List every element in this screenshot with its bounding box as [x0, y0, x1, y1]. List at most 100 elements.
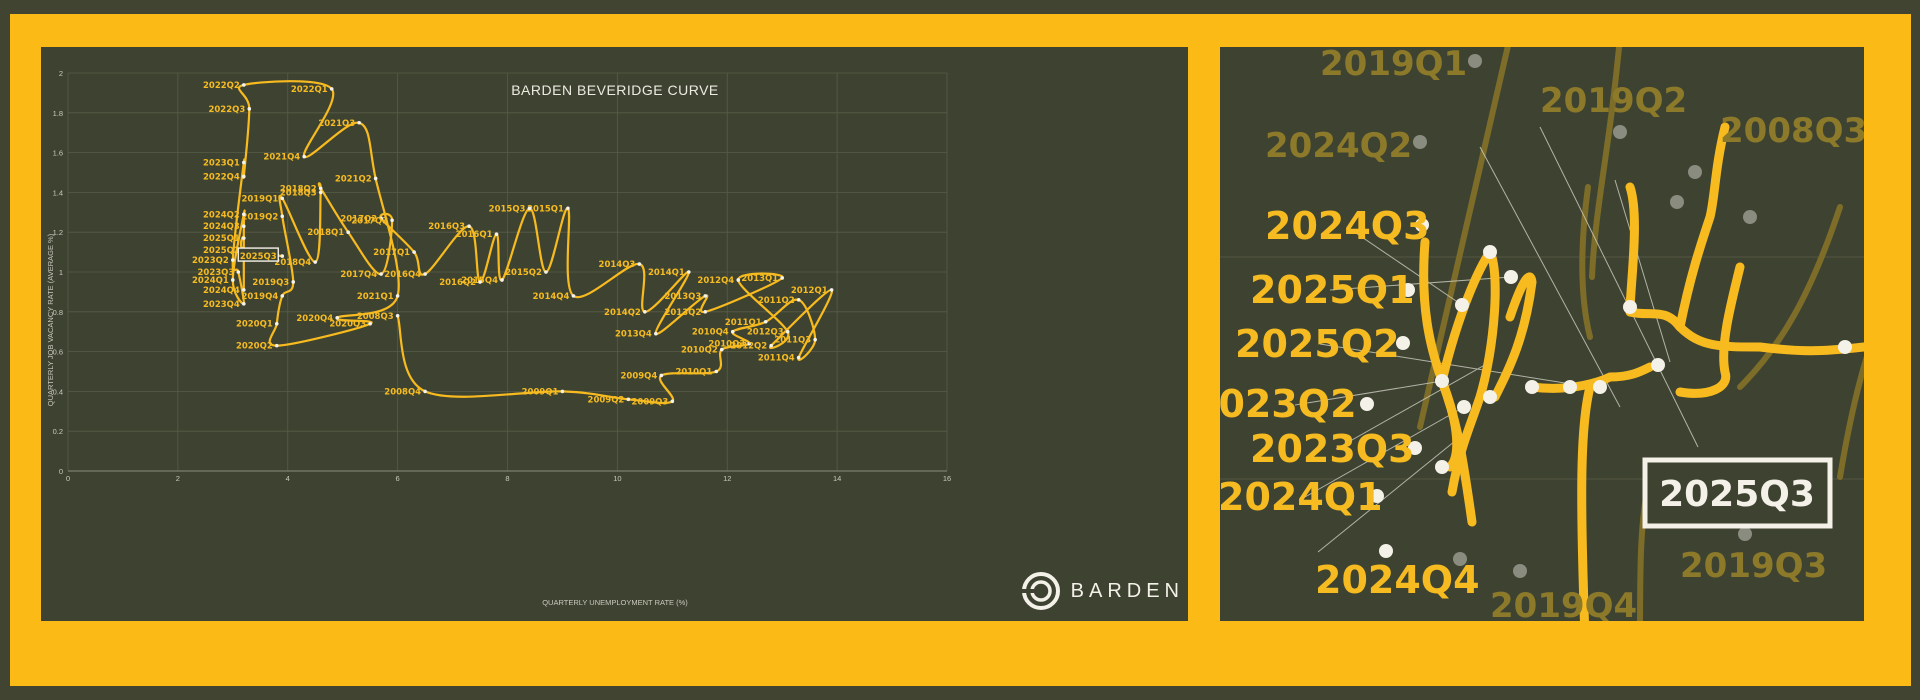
data-point — [703, 294, 708, 298]
brand-logo: BARDEN — [1020, 571, 1184, 611]
chart-title: BARDEN BEVERIDGE CURVE — [511, 82, 719, 98]
data-point — [329, 87, 334, 91]
zoom-label-2023q2: 2023Q2 — [1220, 382, 1357, 426]
point-label: 2025Q1 — [203, 234, 240, 244]
data-point — [478, 280, 482, 284]
point-label: 2009Q3 — [632, 397, 669, 407]
point-label: 2017Q4 — [340, 270, 377, 280]
data-point — [346, 230, 350, 234]
data-point — [637, 262, 642, 266]
point-label: 2017Q3 — [351, 216, 388, 226]
point-label: 2015Q1 — [527, 204, 564, 214]
y-tick-label: 2 — [59, 69, 63, 78]
data-point — [280, 214, 285, 219]
data-point — [423, 389, 427, 394]
point-label: 2010Q4 — [692, 328, 729, 338]
zoom-label-2025q3: 2025Q3 — [1659, 474, 1815, 515]
data-point — [242, 212, 246, 217]
data-point — [231, 258, 235, 262]
point-label: 2023Q1 — [203, 159, 240, 169]
zoom-label-2019q2: 2019Q2 — [1540, 81, 1687, 121]
x-tick-label: 2 — [176, 474, 180, 483]
point-label: 2024Q1 — [192, 276, 229, 286]
x-tick-label: 16 — [943, 474, 951, 483]
data-point — [274, 343, 279, 348]
data-point — [242, 174, 246, 179]
data-point — [274, 321, 279, 326]
y-tick-label: 0.4 — [53, 387, 63, 396]
data-point — [796, 355, 801, 360]
point-label: 2018Q4 — [274, 258, 311, 268]
data-point — [796, 298, 801, 302]
y-axis-label: QUARTERLY JOB VACANCY RATE (AVERAGE %) — [46, 233, 55, 406]
data-point — [654, 331, 658, 336]
point-label: 2021Q3 — [318, 119, 355, 129]
point-label: 2017Q1 — [373, 248, 410, 258]
data-point — [780, 276, 784, 280]
data-point — [500, 278, 504, 282]
point-label: 2025Q2 — [203, 246, 240, 256]
beveridge-curve-line — [231, 80, 833, 405]
point-label: 2009Q4 — [621, 371, 658, 381]
point-label: 2011Q4 — [758, 354, 795, 364]
point-label: 2023Q2 — [192, 256, 229, 266]
point-label: 2015Q3 — [489, 204, 526, 214]
zoom-label-2025q2: 2025Q2 — [1235, 322, 1400, 366]
zoom-label-2024q1: 2024Q1 — [1220, 475, 1383, 519]
point-label: 2010Q1 — [675, 368, 712, 378]
point-label: 2024Q3 — [203, 222, 240, 232]
point-label: 2016Q4 — [384, 270, 421, 280]
data-point — [785, 329, 790, 334]
point-label: 2012Q4 — [697, 276, 734, 286]
point-label: 2016Q3 — [428, 222, 465, 232]
data-point — [719, 347, 724, 352]
data-point — [379, 216, 383, 221]
point-label: 2011Q3 — [774, 336, 811, 346]
data-point — [368, 321, 372, 326]
point-label: 2014Q1 — [648, 268, 685, 278]
x-tick-label: 14 — [833, 474, 841, 483]
data-point — [730, 329, 735, 334]
y-tick-label: 0.2 — [53, 427, 63, 436]
zoom-label-2019q3: 2019Q3 — [1680, 546, 1827, 586]
barden-logo-icon — [1020, 572, 1060, 610]
point-label: 2010Q3 — [708, 340, 745, 350]
point-label: 2016Q2 — [439, 278, 476, 288]
point-label: 2009Q2 — [588, 395, 625, 405]
point-label: 2019Q4 — [241, 292, 278, 302]
data-point — [566, 206, 570, 211]
point-label: 2012Q3 — [747, 328, 784, 338]
point-label: 2008Q4 — [384, 387, 421, 397]
data-point — [357, 120, 361, 125]
highlight-box — [237, 247, 279, 262]
point-label: 2020Q3 — [329, 320, 366, 330]
point-label: 2012Q1 — [791, 286, 828, 296]
data-point — [395, 313, 400, 318]
x-tick-label: 4 — [286, 474, 290, 483]
data-point — [423, 272, 427, 276]
point-label: 2013Q3 — [664, 292, 701, 302]
data-point — [373, 176, 378, 181]
y-tick-label: 0 — [59, 467, 63, 476]
data-point — [313, 260, 318, 264]
point-label: 2014Q2 — [604, 308, 641, 318]
point-label: 2020Q1 — [236, 320, 273, 330]
y-tick-label: 1.6 — [53, 149, 63, 158]
data-point — [736, 278, 741, 282]
data-point — [379, 272, 383, 276]
data-point — [335, 315, 339, 320]
point-label: 2024Q2 — [203, 210, 240, 220]
zoom-label-2008q3: 2008Q3 — [1720, 111, 1864, 151]
data-point — [560, 389, 565, 394]
y-tick-label: 1.4 — [53, 188, 63, 197]
zoom-label-2019q1: 2019Q1 — [1320, 47, 1467, 84]
data-point — [494, 232, 499, 236]
point-label: 2021Q4 — [263, 153, 300, 163]
zoom-label-2019q4: 2019Q4 — [1490, 586, 1637, 621]
point-label: 2023Q4 — [203, 300, 240, 310]
point-label: 2010Q2 — [681, 346, 718, 356]
data-point — [242, 160, 246, 165]
data-point — [280, 294, 285, 298]
point-label: 2014Q3 — [599, 260, 636, 270]
point-label: 2009Q1 — [522, 387, 559, 397]
